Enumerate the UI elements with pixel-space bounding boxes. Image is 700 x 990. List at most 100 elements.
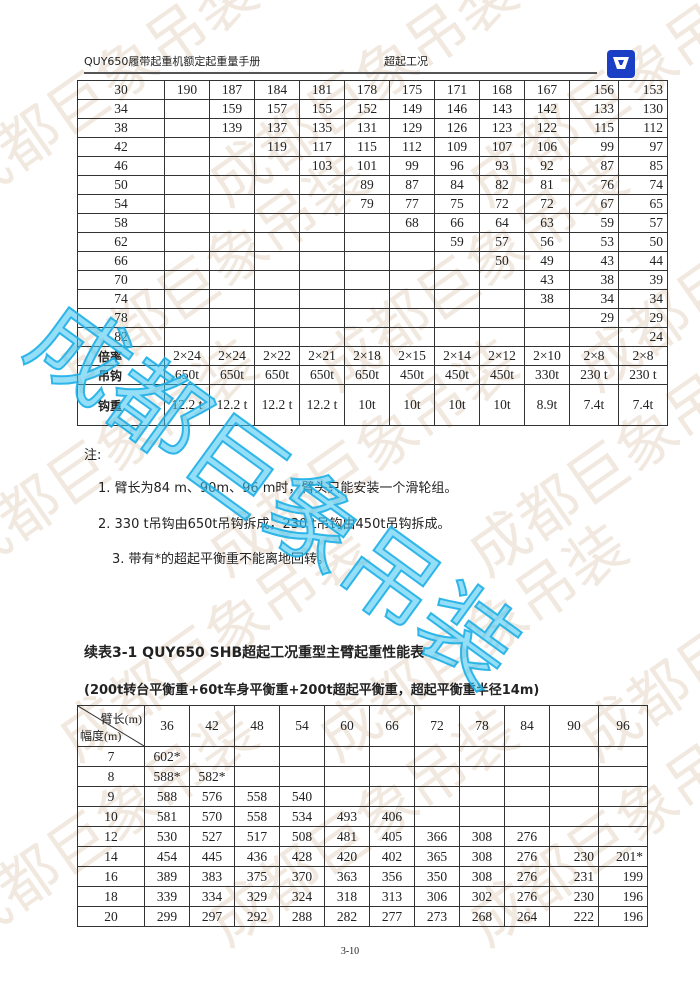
capacity-cell	[254, 251, 300, 271]
table-row: 8 588* 582*	[77, 766, 648, 787]
table-row: 34 159 157 155 152 149 146 143 142 133 130	[77, 99, 668, 119]
capacity-cell: 264	[504, 906, 550, 927]
capacity-cell	[209, 213, 255, 233]
spec-cell: 7.4t	[569, 384, 619, 426]
radius-cell: 66	[77, 251, 165, 271]
capacity-cell: 112	[389, 137, 435, 157]
capacity-cell: 375	[234, 866, 280, 887]
capacity-cell: 126	[434, 118, 480, 138]
capacity-cell	[164, 137, 210, 157]
capacity-cell	[389, 270, 435, 290]
page-number: 3-10	[340, 946, 360, 957]
capacity-cell	[279, 766, 325, 787]
capacity-cell	[524, 327, 570, 347]
capacity-cell	[549, 826, 599, 847]
radius-cell: 10	[77, 806, 145, 827]
table-row: 42 119 117 115 112 109 107 106 99 97	[77, 137, 668, 157]
table-row: 70 43 38 39	[77, 270, 668, 290]
capacity-cell	[598, 826, 648, 847]
boom-length-header: 90	[549, 705, 599, 747]
capacity-cell: 199	[598, 866, 648, 887]
capacity-cell	[209, 270, 255, 290]
capacity-cell	[254, 232, 300, 252]
radius-cell: 20	[77, 906, 145, 927]
capacity-cell: 59	[569, 213, 619, 233]
capacity-cell: 57	[479, 232, 525, 252]
capacity-cell: 34	[569, 289, 619, 309]
capacity-cell	[254, 270, 300, 290]
capacity-cell	[389, 232, 435, 252]
capacity-cell: 81	[524, 175, 570, 195]
capacity-cell: 363	[324, 866, 370, 887]
capacity-cell: 65	[618, 194, 668, 214]
capacity-cell	[549, 746, 599, 767]
spec-cell: 2×15	[389, 346, 435, 366]
capacity-cell: 383	[189, 866, 235, 887]
capacity-cell	[164, 251, 210, 271]
capacity-cell	[389, 327, 435, 347]
spec-cell: 2×22	[254, 346, 300, 366]
capacity-cell	[504, 746, 550, 767]
capacity-cell	[504, 806, 550, 827]
spec-cell: 10t	[434, 384, 480, 426]
capacity-cell	[189, 746, 235, 767]
capacity-cell	[209, 251, 255, 271]
capacity-cell	[598, 766, 648, 787]
radius-cell: 74	[77, 289, 165, 309]
capacity-cell	[434, 308, 480, 328]
capacity-cell	[479, 327, 525, 347]
radius-cell: 18	[77, 886, 145, 907]
capacity-cell: 157	[254, 99, 300, 119]
capacity-cell: 112	[618, 118, 668, 138]
capacity-cell: 74	[618, 175, 668, 195]
boom-length-header: 96	[598, 705, 648, 747]
capacity-cell: 313	[369, 886, 415, 907]
capacity-cell: 356	[369, 866, 415, 887]
capacity-cell: 135	[299, 118, 345, 138]
capacity-cell: 178	[344, 80, 390, 100]
spec-cell: 2×10	[524, 346, 570, 366]
notes-label: 注:	[84, 448, 102, 463]
radius-cell: 12	[77, 826, 145, 847]
capacity-cell	[299, 175, 345, 195]
boom-length-header: 66	[369, 705, 415, 747]
capacity-cell	[598, 806, 648, 827]
capacity-cell: 103	[299, 156, 345, 176]
table-row: 82 24	[77, 327, 668, 347]
table-row: 58 68 66 64 63 59 57	[77, 213, 668, 233]
capacity-cell: 92	[524, 156, 570, 176]
capacity-cell: 97	[618, 137, 668, 157]
table-footer-row: 倍率 2×24 2×24 2×22 2×21 2×18 2×15 2×14 2×12 2×10 2×…	[77, 346, 668, 366]
capacity-cell: 123	[479, 118, 525, 138]
capacity-cell: 366	[414, 826, 460, 847]
spec-cell: 8.9t	[524, 384, 570, 426]
capacity-cell: 329	[234, 886, 280, 907]
capacity-cell	[434, 327, 480, 347]
corner-cell: 臂长(m) 幅度(m)	[77, 705, 145, 747]
capacity-cell: 87	[389, 175, 435, 195]
capacity-cell: 99	[389, 156, 435, 176]
table-row: 66 50 49 43 44	[77, 251, 668, 271]
capacity-cell	[299, 251, 345, 271]
capacity-cell: 117	[299, 137, 345, 157]
capacity-cell: 43	[524, 270, 570, 290]
capacity-cell: 318	[324, 886, 370, 907]
radius-cell: 58	[77, 213, 165, 233]
capacity-cell: 85	[618, 156, 668, 176]
capacity-cell: 171	[434, 80, 480, 100]
boom-length-header: 36	[144, 705, 190, 747]
capacity-cell: 96	[434, 156, 480, 176]
radius-cell: 70	[77, 270, 165, 290]
capacity-cell	[209, 327, 255, 347]
capacity-cell: 334	[189, 886, 235, 907]
capacity-cell: 107	[479, 137, 525, 157]
spec-cell: 230 t	[618, 365, 668, 385]
capacity-cell: 99	[569, 137, 619, 157]
capacity-cell: 34	[618, 289, 668, 309]
capacity-cell	[414, 786, 460, 807]
table-row: 74 38 34 34	[77, 289, 668, 309]
spec-cell: 12.2 t	[209, 384, 255, 426]
capacity-cell	[164, 194, 210, 214]
corner-radius-label: 幅度(m)	[80, 729, 122, 743]
